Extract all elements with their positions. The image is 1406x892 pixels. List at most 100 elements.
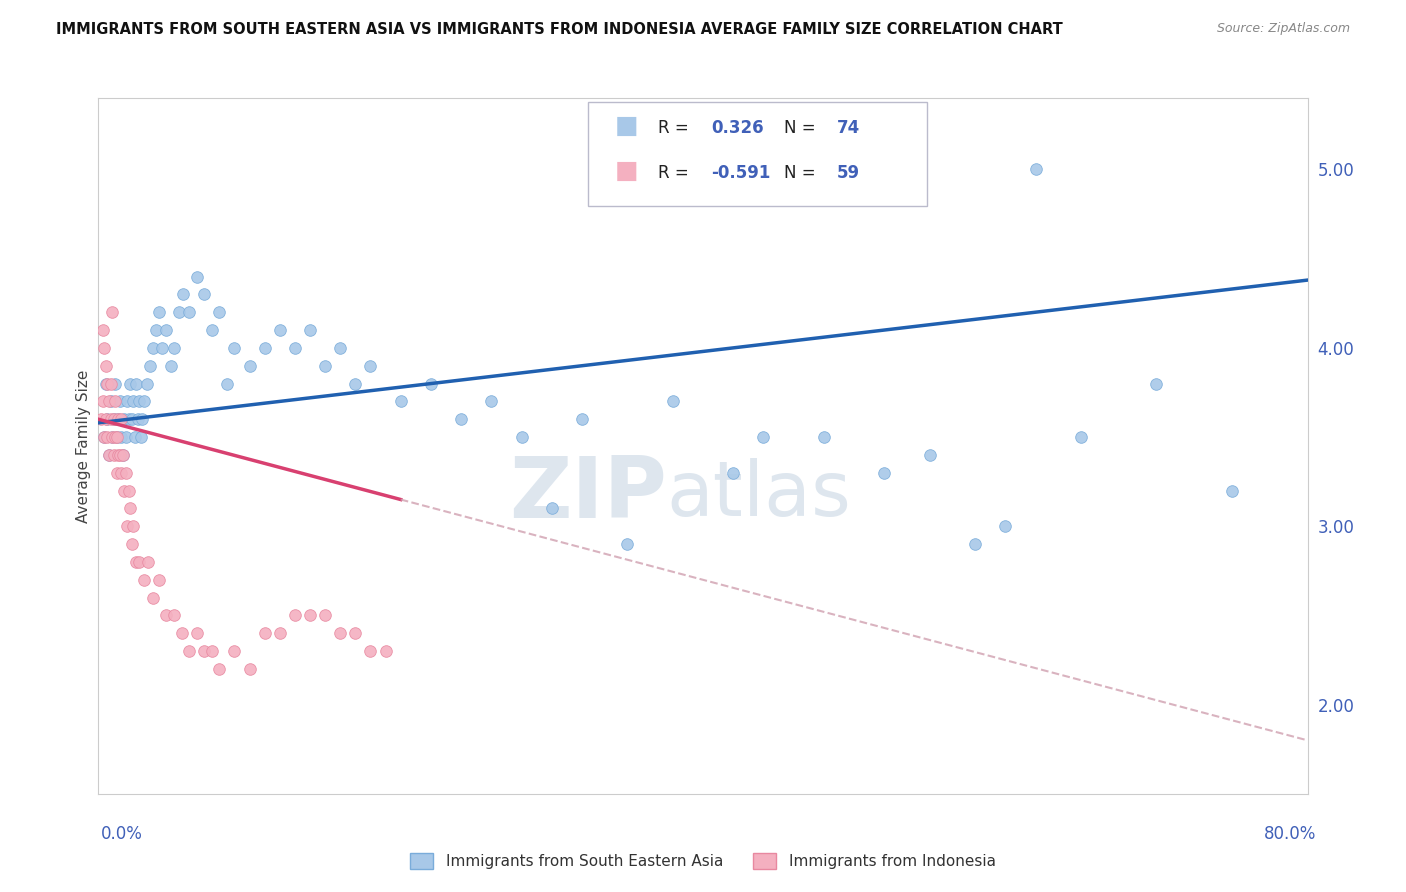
Point (110, 430, 132, 444)
Point (193, 287, 215, 301)
Text: N =: N = (785, 163, 821, 181)
Point (186, 626, 208, 640)
Point (813, 430, 835, 444)
Point (90, 412, 112, 426)
Point (215, 376, 238, 391)
Point (94, 412, 117, 426)
Point (994, 519, 1017, 533)
Point (131, 412, 153, 426)
Point (329, 626, 352, 640)
Point (172, 287, 194, 301)
Point (125, 376, 148, 391)
Point (96, 430, 118, 444)
Point (965, 537, 987, 551)
Text: ■: ■ (614, 159, 638, 183)
Point (155, 323, 177, 337)
Point (91, 394, 114, 409)
Point (96, 412, 118, 426)
Point (662, 394, 685, 409)
Point (132, 573, 155, 587)
Point (148, 305, 170, 319)
Point (114, 430, 136, 444)
Text: -0.591: -0.591 (711, 163, 770, 181)
Point (135, 376, 157, 391)
Point (145, 323, 167, 337)
Point (284, 608, 307, 623)
Point (108, 394, 131, 409)
Point (1146, 376, 1168, 391)
Point (299, 323, 322, 337)
Point (344, 376, 367, 391)
Point (136, 555, 159, 569)
Point (201, 644, 224, 658)
Point (121, 412, 143, 426)
Point (186, 269, 208, 284)
Point (124, 430, 146, 444)
Point (314, 359, 336, 373)
Point (208, 305, 231, 319)
Point (104, 376, 127, 391)
Point (360, 359, 382, 373)
Text: ■: ■ (614, 114, 638, 138)
Point (105, 430, 128, 444)
Point (723, 466, 745, 480)
Text: R =: R = (658, 163, 695, 181)
Point (873, 466, 896, 480)
Point (110, 466, 132, 480)
Point (100, 394, 122, 409)
Point (239, 662, 262, 676)
Point (111, 448, 134, 462)
Point (160, 359, 183, 373)
Point (193, 644, 215, 658)
Point (142, 591, 165, 605)
Point (100, 376, 122, 391)
Point (122, 519, 145, 533)
Point (112, 483, 135, 498)
Point (128, 555, 150, 569)
Point (374, 644, 396, 658)
Point (329, 341, 352, 355)
Point (115, 519, 138, 533)
Text: ZIP: ZIP (509, 453, 666, 536)
Point (98, 448, 121, 462)
Point (107, 412, 129, 426)
Point (208, 662, 231, 676)
Point (100, 412, 122, 426)
Text: 74: 74 (837, 119, 860, 137)
Point (571, 412, 593, 426)
Point (752, 430, 775, 444)
Point (93, 430, 115, 444)
Point (125, 555, 148, 569)
Point (163, 341, 186, 355)
Point (142, 341, 165, 355)
Point (1070, 430, 1092, 444)
Text: 80.0%: 80.0% (1264, 825, 1316, 843)
Point (150, 341, 173, 355)
Text: Source: ZipAtlas.com: Source: ZipAtlas.com (1216, 22, 1350, 36)
Text: 0.326: 0.326 (711, 119, 763, 137)
Point (111, 448, 134, 462)
Point (101, 305, 124, 319)
Point (481, 394, 503, 409)
Point (541, 501, 564, 516)
Point (104, 394, 127, 409)
Point (128, 394, 150, 409)
Point (112, 412, 135, 426)
Point (103, 412, 125, 426)
Point (155, 608, 177, 623)
Text: 0.0%: 0.0% (101, 825, 143, 843)
Point (94, 359, 117, 373)
Point (105, 430, 128, 444)
Legend: Immigrants from South Eastern Asia, Immigrants from Indonesia: Immigrants from South Eastern Asia, Immi… (405, 847, 1001, 875)
Point (179, 305, 201, 319)
Text: atlas: atlas (666, 458, 852, 532)
Point (101, 430, 124, 444)
Point (1220, 483, 1243, 498)
Point (148, 573, 170, 587)
Point (98, 448, 121, 462)
Text: 59: 59 (837, 163, 860, 181)
Point (132, 394, 155, 409)
Point (101, 430, 124, 444)
Point (120, 376, 142, 391)
Point (120, 501, 142, 516)
